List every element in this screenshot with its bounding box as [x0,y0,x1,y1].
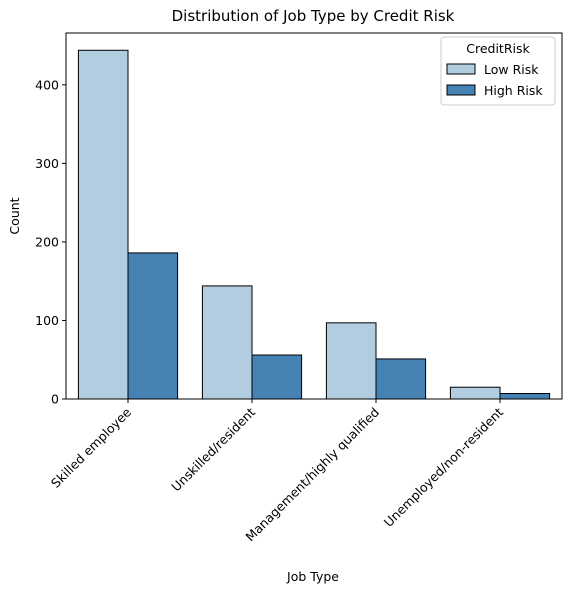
legend-label-high-risk: High Risk [484,83,543,98]
y-tick-label-0: 0 [51,392,59,407]
legend-label-low-risk: Low Risk [484,62,539,77]
y-axis-title: Count [7,197,22,234]
x-axis-title: Job Type [286,569,339,584]
plot-frame [65,32,563,400]
legend-swatch-low-risk [446,63,476,75]
x-tick-label-1: Unskilled/resident [168,404,258,494]
bar-low-risk-1 [201,285,253,400]
x-tick-label-0: Skilled employee [48,404,134,490]
bar-high-risk-3 [499,393,551,400]
bar-high-risk-1 [251,354,303,400]
bar-high-risk-0 [127,252,179,400]
bar-high-risk-2 [375,358,427,400]
y-tick-label-3: 300 [35,156,59,171]
bar-low-risk-3 [449,386,501,400]
legend-swatch-high-risk [446,84,476,96]
x-tick-label-3: Unemployed/non-resident [381,404,506,529]
y-axis: 0 100 200 300 400 [35,77,66,407]
y-tick-label-2: 200 [35,234,59,249]
x-axis: Skilled employee Unskilled/residentManage… [48,399,506,544]
legend: CreditRisk Low Risk High Risk [440,36,556,106]
chart-title: Distribution of Job Type by Credit Risk [172,7,455,25]
bars-group [77,49,551,400]
y-tick-label-4: 400 [35,77,59,92]
legend-title: CreditRisk [466,41,530,56]
bar-low-risk-2 [325,322,377,400]
x-tick-label-2: Management/highly qualified [242,405,382,545]
bar-low-risk-0 [77,49,129,400]
y-tick-label-1: 100 [35,313,59,328]
